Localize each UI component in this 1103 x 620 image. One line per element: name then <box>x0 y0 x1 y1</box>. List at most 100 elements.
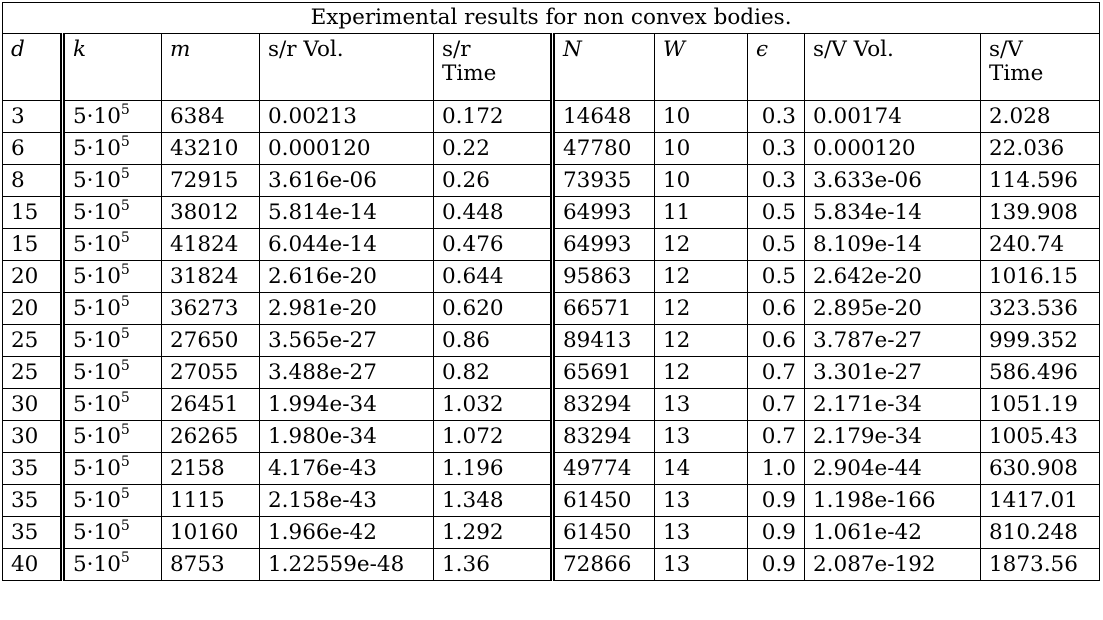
k-base: 5·10 <box>73 199 121 225</box>
k-exponent: 5 <box>120 293 130 310</box>
cell-d: 20 <box>2 260 63 293</box>
k-base: 5·10 <box>73 263 121 289</box>
cell-sv-vol: 2.179e-34 <box>804 420 981 453</box>
cell-epsilon: 0.5 <box>747 228 805 261</box>
cell-w: 13 <box>654 420 748 453</box>
cell-sv-time: 2.028 <box>979 100 1101 133</box>
header-sv-vol: s/V Vol. <box>804 33 981 101</box>
cell-w: 10 <box>654 132 748 165</box>
k-base: 5·10 <box>73 391 121 417</box>
k-exponent: 5 <box>120 453 130 470</box>
cell-n: 64993 <box>550 228 655 261</box>
cell-sr-time: 0.476 <box>433 228 553 261</box>
cell-d: 30 <box>2 388 63 421</box>
table-row: 40 5·105 8753 1.22559e-48 1.36 72866 13 0.9 2.08… <box>2 548 1101 581</box>
cell-epsilon: 1.0 <box>747 452 805 485</box>
cell-d: 35 <box>2 452 63 485</box>
k-exponent: 5 <box>120 517 130 534</box>
cell-sv-vol: 1.198e-166 <box>804 484 981 517</box>
cell-k: 5·105 <box>60 420 162 453</box>
header-k: k <box>60 33 162 101</box>
cell-n: 64993 <box>550 196 655 229</box>
cell-sv-vol: 1.061e-42 <box>804 516 981 549</box>
cell-sr-time: 0.22 <box>433 132 553 165</box>
cell-sv-time: 22.036 <box>979 132 1101 165</box>
cell-k: 5·105 <box>60 516 162 549</box>
cell-m: 27650 <box>161 324 260 357</box>
cell-k: 5·105 <box>60 548 162 581</box>
cell-m: 38012 <box>161 196 260 229</box>
cell-m: 41824 <box>161 228 260 261</box>
table-row: 30 5·105 26451 1.994e-34 1.032 83294 13 0.7 2.17… <box>2 388 1101 421</box>
cell-n: 73935 <box>550 164 655 197</box>
cell-sr-time: 0.172 <box>433 100 553 133</box>
table-row: 25 5·105 27055 3.488e-27 0.82 65691 12 0.7 3.301… <box>2 356 1101 389</box>
cell-sr-vol: 0.00213 <box>259 100 434 133</box>
cell-d: 30 <box>2 420 63 453</box>
results-table: Experimental results for non convex bodi… <box>1 2 1101 581</box>
k-base: 5·10 <box>73 231 121 257</box>
table-row: 15 5·105 38012 5.814e-14 0.448 64993 11 0.5 5.83… <box>2 196 1101 229</box>
cell-k: 5·105 <box>60 324 162 357</box>
cell-sv-time: 240.74 <box>979 228 1101 261</box>
cell-n: 95863 <box>550 260 655 293</box>
header-n: N <box>550 33 655 101</box>
cell-n: 61450 <box>550 516 655 549</box>
cell-sv-time: 114.596 <box>979 164 1101 197</box>
cell-sr-vol: 1.994e-34 <box>259 388 434 421</box>
cell-m: 2158 <box>161 452 260 485</box>
cell-sr-vol: 2.981e-20 <box>259 292 434 325</box>
cell-n: 49774 <box>550 452 655 485</box>
cell-sv-time: 1005.43 <box>979 420 1101 453</box>
cell-sr-time: 1.032 <box>433 388 553 421</box>
cell-epsilon: 0.5 <box>747 196 805 229</box>
cell-epsilon: 0.3 <box>747 100 805 133</box>
cell-epsilon: 0.7 <box>747 356 805 389</box>
cell-w: 13 <box>654 484 748 517</box>
header-m: m <box>161 33 260 101</box>
cell-k: 5·105 <box>60 292 162 325</box>
cell-d: 3 <box>2 100 63 133</box>
table-title: Experimental results for non convex bodi… <box>1 2 1101 34</box>
header-sr-time-line2: Time <box>442 61 497 86</box>
cell-sv-vol: 2.642e-20 <box>804 260 981 293</box>
k-base: 5·10 <box>73 327 121 353</box>
cell-epsilon: 0.9 <box>747 516 805 549</box>
cell-k: 5·105 <box>60 484 162 517</box>
header-d: d <box>2 33 63 101</box>
table-title-row: Experimental results for non convex bodi… <box>1 2 1101 34</box>
cell-n: 83294 <box>550 388 655 421</box>
k-base: 5·10 <box>73 135 121 161</box>
cell-d: 8 <box>2 164 63 197</box>
cell-sr-time: 0.644 <box>433 260 553 293</box>
cell-m: 31824 <box>161 260 260 293</box>
cell-sv-time: 139.908 <box>979 196 1101 229</box>
cell-sr-vol: 1.980e-34 <box>259 420 434 453</box>
cell-sr-vol: 6.044e-14 <box>259 228 434 261</box>
k-exponent: 5 <box>120 325 130 342</box>
header-sr-time: s/r Time <box>433 33 553 101</box>
cell-sr-vol: 1.966e-42 <box>259 516 434 549</box>
table-row: 30 5·105 26265 1.980e-34 1.072 83294 13 0.7 2.17… <box>2 420 1101 453</box>
cell-sr-time: 1.348 <box>433 484 553 517</box>
cell-d: 15 <box>2 228 63 261</box>
cell-epsilon: 0.7 <box>747 420 805 453</box>
cell-sv-time: 810.248 <box>979 516 1101 549</box>
cell-k: 5·105 <box>60 228 162 261</box>
k-base: 5·10 <box>73 487 121 513</box>
k-base: 5·10 <box>73 103 121 129</box>
header-w: W <box>654 33 748 101</box>
cell-w: 12 <box>654 356 748 389</box>
cell-w: 12 <box>654 228 748 261</box>
cell-m: 27055 <box>161 356 260 389</box>
cell-sv-vol: 2.895e-20 <box>804 292 981 325</box>
cell-sr-vol: 2.616e-20 <box>259 260 434 293</box>
table-row: 25 5·105 27650 3.565e-27 0.86 89413 12 0.6 3.787… <box>2 324 1101 357</box>
cell-m: 6384 <box>161 100 260 133</box>
cell-m: 72915 <box>161 164 260 197</box>
cell-sv-time: 323.536 <box>979 292 1101 325</box>
k-base: 5·10 <box>73 423 121 449</box>
cell-d: 20 <box>2 292 63 325</box>
cell-m: 1115 <box>161 484 260 517</box>
cell-sr-time: 0.82 <box>433 356 553 389</box>
